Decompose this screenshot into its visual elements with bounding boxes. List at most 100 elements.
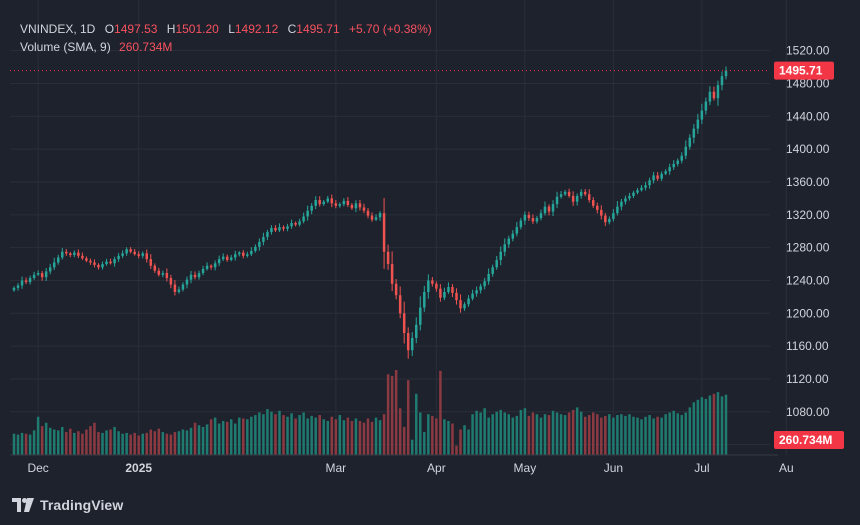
candle-body (503, 244, 507, 252)
volume-bar (656, 416, 659, 455)
volume-bar (491, 414, 494, 455)
candle-body (121, 253, 124, 256)
volume-bar (398, 408, 402, 455)
candle-body (322, 201, 325, 205)
volume-bar (221, 421, 225, 455)
volume-bar (306, 418, 309, 455)
candle-body (153, 265, 157, 271)
candle-body (52, 262, 56, 268)
candle-body (435, 283, 438, 289)
candle-body (350, 204, 354, 209)
candle-body (519, 220, 523, 228)
volume-bar (36, 416, 40, 455)
candle-body (238, 252, 241, 255)
volume-bar (238, 417, 241, 455)
candle-body (507, 238, 511, 245)
candle-body (57, 257, 60, 263)
x-tick-label: Apr (427, 461, 446, 475)
volume-bar (286, 416, 289, 455)
candle-body (157, 270, 161, 275)
candle-body (246, 254, 249, 256)
candle-body (342, 200, 346, 205)
volume-bar (539, 417, 543, 455)
volume-bar (724, 394, 728, 455)
candle-body (274, 227, 277, 231)
volume-bar (652, 418, 655, 455)
candle-body (523, 214, 527, 221)
time-axis[interactable]: Dec 2025 Mar Apr May Jun Jul Au (27, 461, 793, 475)
candle-body (117, 255, 120, 260)
volume-bar (600, 417, 603, 455)
volume-bar (125, 432, 128, 455)
volume-bar (65, 432, 68, 455)
candle-body (402, 313, 406, 333)
volume-bar (129, 434, 132, 455)
candle-body (16, 285, 20, 288)
candle-body (531, 218, 535, 222)
volume-bar (459, 429, 462, 455)
open-label: O (104, 22, 115, 36)
volume-bar (193, 422, 197, 455)
volume-bar (608, 414, 611, 455)
grid (10, 0, 787, 455)
volume-bar (69, 428, 72, 455)
candle-body (28, 278, 32, 283)
candle-body (644, 185, 647, 188)
volume-bar (672, 410, 675, 455)
volume-bar (73, 432, 76, 455)
candle-body (688, 137, 692, 147)
y-tick-label: 1280.00 (786, 241, 830, 255)
candle-body (205, 265, 209, 269)
candle-body (89, 260, 92, 263)
candle-body (394, 283, 398, 296)
candle-body (97, 264, 100, 268)
volume-bar (165, 433, 169, 455)
candle-body (555, 196, 559, 205)
volume-bar (507, 414, 511, 455)
x-tick-label: Mar (325, 461, 346, 475)
candle-body (660, 173, 663, 179)
volume-bar (85, 429, 88, 455)
candle-body (724, 70, 728, 77)
volume-bar (394, 370, 398, 455)
candle-body (173, 284, 177, 292)
branding[interactable]: TradingView (12, 497, 123, 513)
volume-bar (330, 416, 334, 455)
candle-body (656, 175, 659, 179)
volume-bar (720, 396, 724, 455)
change-value: +5.70 (+0.38%) (349, 22, 432, 36)
volume-bar (117, 431, 120, 455)
candle-body (330, 198, 334, 204)
candle-body (583, 191, 587, 195)
y-tick-label: 1240.00 (786, 273, 830, 287)
price-axis[interactable]: 1520.00 1480.00 1440.00 1400.00 1360.00 1320.… (786, 44, 830, 452)
volume-bar (213, 417, 217, 455)
volume-bar (161, 432, 165, 455)
volume-bar (523, 408, 527, 455)
volume-bar (616, 415, 619, 455)
volume-bar (97, 432, 100, 455)
volume-bar (282, 415, 285, 455)
volume-bars (12, 370, 728, 455)
volume-bar (229, 419, 233, 455)
volume-bar (342, 420, 346, 455)
candle-body (318, 200, 321, 205)
candle-body (169, 278, 173, 285)
volume-bar (81, 433, 84, 455)
candle-body (225, 256, 229, 260)
candle-body (213, 263, 217, 268)
candle-body (258, 241, 261, 247)
volume-bar (185, 430, 189, 455)
volume-bar (406, 380, 410, 455)
candle-body (596, 205, 599, 210)
volume-bar (471, 414, 474, 455)
candle-body (451, 287, 454, 293)
candle-body (567, 191, 571, 196)
last-price-label: 1495.71 (779, 64, 823, 78)
candle-body (680, 155, 683, 161)
candle-body (652, 175, 655, 181)
volume-bar (519, 409, 523, 455)
x-tick-label: Jun (604, 461, 623, 475)
